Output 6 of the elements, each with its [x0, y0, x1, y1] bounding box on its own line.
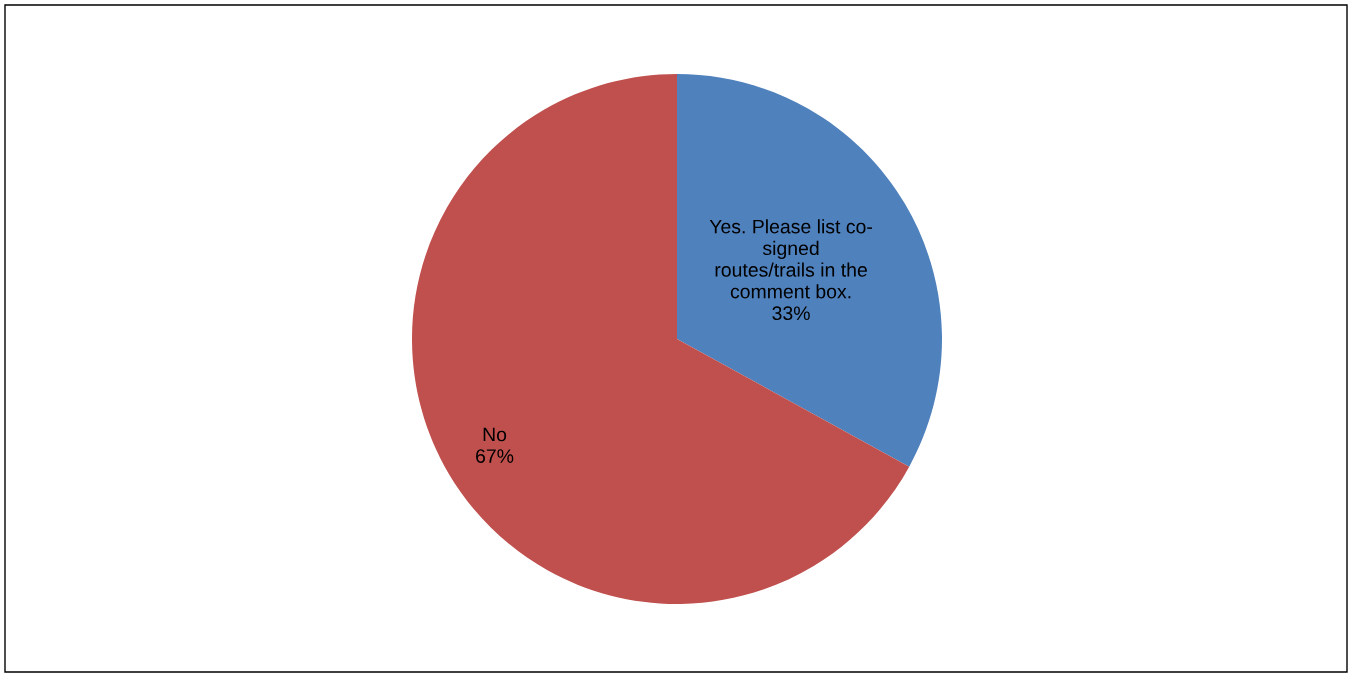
pie-slice — [412, 74, 910, 604]
slice-label: No — [483, 427, 507, 442]
pie-slice — [677, 74, 942, 467]
data-label: 33% — [772, 306, 810, 321]
slice-label: Yes. Please list co- signed routes/trails in the comment box. — [709, 219, 872, 299]
data-label: 67% — [476, 449, 514, 463]
